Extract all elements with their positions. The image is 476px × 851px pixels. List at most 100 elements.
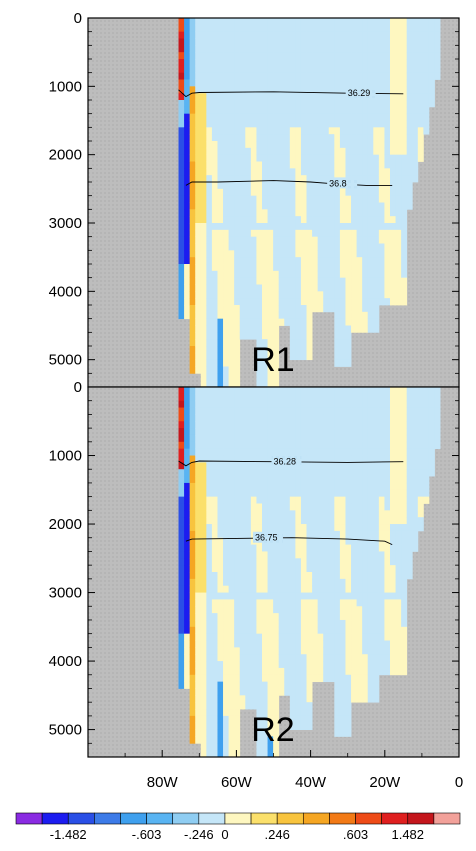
heatmap-cell (384, 209, 391, 217)
heatmap-cell (401, 667, 408, 676)
heatmap-cell (256, 407, 263, 415)
heatmap-cell (300, 24, 307, 33)
heatmap-cell (206, 134, 213, 142)
heatmap-cell (339, 100, 346, 108)
heatmap-cell (339, 640, 346, 648)
heatmap-cell (328, 113, 335, 121)
heatmap-cell (356, 626, 363, 635)
heatmap-cell (223, 661, 229, 669)
heatmap-cell (234, 277, 241, 285)
heatmap-cell (417, 441, 424, 450)
heatmap-cell (184, 250, 191, 258)
heatmap-cell (295, 558, 302, 566)
heatmap-cell (306, 127, 313, 135)
heatmap-cell (300, 72, 307, 80)
heatmap-cell (223, 154, 229, 162)
heatmap-cell (211, 592, 218, 600)
heatmap-cell (256, 702, 263, 710)
heatmap-cell (200, 743, 207, 751)
heatmap-cell (323, 93, 330, 101)
heatmap-cell (217, 202, 224, 210)
heatmap-cell (184, 195, 191, 203)
heatmap-cell (234, 120, 241, 128)
heatmap-cell (189, 407, 196, 415)
heatmap-cell (389, 626, 396, 635)
heatmap-cell (217, 400, 224, 408)
heatmap-cell (384, 38, 391, 46)
heatmap-cell (206, 633, 213, 641)
heatmap-cell (262, 496, 268, 504)
heatmap-cell (351, 305, 357, 313)
heatmap-cell (239, 270, 246, 279)
heatmap-cell (362, 469, 369, 477)
heatmap-cell (178, 434, 185, 443)
heatmap-cell (306, 434, 313, 443)
heatmap-cell (289, 496, 296, 504)
heatmap-cell (284, 93, 291, 101)
heatmap-cell (195, 619, 202, 628)
heatmap-cell (306, 414, 313, 422)
heatmap-cell (306, 462, 313, 470)
heatmap-cell (334, 195, 341, 203)
heatmap-cell (267, 619, 274, 628)
heatmap-cell (273, 223, 280, 231)
heatmap-cell (278, 250, 285, 258)
heatmap-cell (267, 585, 274, 593)
heatmap-cell (223, 352, 229, 361)
heatmap-cell (250, 168, 257, 176)
heatmap-cell (300, 585, 307, 593)
heatmap-cell (206, 681, 213, 689)
heatmap-cell (234, 346, 241, 354)
heatmap-cell (417, 510, 424, 518)
heatmap-cell (345, 113, 352, 121)
heatmap-cell (250, 524, 257, 532)
heatmap-cell (328, 599, 335, 607)
heatmap-cell (206, 414, 213, 422)
heatmap-cell (384, 106, 391, 115)
heatmap-cell (211, 695, 218, 703)
heatmap-cell (323, 72, 330, 80)
heatmap-cell (423, 393, 430, 402)
heatmap-cell (267, 359, 274, 367)
heatmap-cell (300, 141, 307, 149)
heatmap-cell (428, 79, 435, 87)
heatmap-cell (256, 113, 263, 121)
heatmap-cell (362, 558, 369, 566)
heatmap-cell (367, 72, 374, 80)
heatmap-cell (378, 428, 385, 436)
heatmap-cell (378, 79, 385, 87)
heatmap-cell (239, 93, 246, 101)
heatmap-cell (295, 168, 302, 176)
heatmap-cell (245, 270, 252, 279)
heatmap-cell (195, 325, 202, 333)
heatmap-cell (211, 524, 218, 532)
heatmap-cell (384, 503, 391, 511)
heatmap-cell (211, 613, 218, 621)
heatmap-cell (178, 45, 185, 53)
heatmap-cell (351, 496, 357, 504)
heatmap-cell (339, 243, 346, 251)
heatmap-cell (289, 469, 296, 477)
heatmap-cell (295, 325, 302, 333)
heatmap-cell (328, 120, 335, 128)
heatmap-cell (262, 592, 268, 600)
heatmap-cell (378, 100, 385, 108)
heatmap-cell (378, 250, 385, 258)
heatmap-cell (189, 414, 196, 422)
heatmap-cell (384, 667, 391, 676)
heatmap-cell (234, 284, 241, 292)
heatmap-cell (317, 298, 324, 306)
heatmap-cell (323, 100, 330, 108)
heatmap-cell (389, 640, 396, 648)
heatmap-cell (250, 216, 257, 224)
heatmap-cell (356, 182, 363, 190)
heatmap-cell (373, 681, 380, 689)
heatmap-cell (228, 599, 235, 607)
heatmap-cell (278, 72, 285, 80)
heatmap-cell (223, 72, 229, 80)
heatmap-cell (373, 113, 380, 121)
heatmap-cell (250, 175, 257, 183)
heatmap-cell (273, 359, 280, 367)
heatmap-cell (217, 134, 224, 142)
heatmap-cell (384, 476, 391, 484)
